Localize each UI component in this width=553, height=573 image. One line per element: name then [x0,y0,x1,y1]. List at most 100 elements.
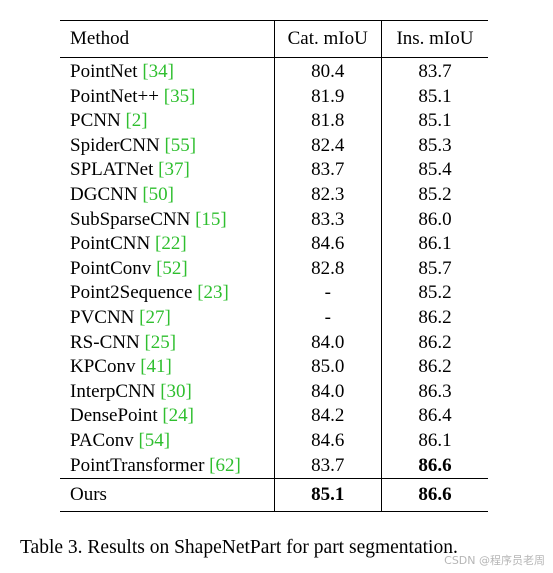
row-method: KPConv [41] [60,355,274,380]
row-method: PCNN [2] [60,109,274,134]
table-row: PCNN [2] 81.8 85.1 [60,109,488,134]
row-method: PointNet++ [35] [60,85,274,110]
method-name: InterpCNN [70,380,156,402]
table-row: PointCNN [22] 84.6 86.1 [60,232,488,257]
citation-link[interactable]: [24] [162,405,195,427]
row-ins-miou: 85.1 [380,109,488,134]
method-name: KPConv [70,356,136,378]
method-name: SubSparseCNN [70,208,191,230]
citation-link[interactable]: [35] [163,85,196,107]
row-cat-miou: 81.9 [273,84,382,110]
row-ins-miou: 86.2 [380,330,488,356]
row-method: SubSparseCNN [15] [60,208,274,233]
table-caption: Table 3. Results on ShapeNetPart for par… [20,537,458,558]
row-cat-miou: 84.6 [273,428,382,454]
method-name: PointTransformer [70,454,205,476]
citation-link[interactable]: [62] [209,454,241,476]
row-cat-miou: 83.7 [273,453,382,479]
table-row: DensePoint [24] 84.2 86.4 [60,404,488,429]
table-row: PVCNN [27] -86.2 [60,305,488,331]
method-name: PAConv [70,429,134,451]
table-row: SPLATNet [37] 83.7 85.4 [60,158,488,183]
table-row: SubSparseCNN [15] 83.3 86.0 [60,207,488,233]
citation-link[interactable]: [27] [139,306,171,328]
row-method: Point2Sequence [23] [60,281,274,306]
method-name: DGCNN [70,183,138,205]
row-cat-miou: 84.0 [273,379,382,405]
method-name: SPLATNet [70,159,154,181]
method-name: Point2Sequence [70,282,193,304]
ours-ins-miou: 86.6 [380,478,488,513]
method-name: PCNN [70,110,121,132]
ours-method: Ours [60,478,275,513]
table-header-row: Method Cat. mIoU Ins. mIoU [60,20,488,58]
row-ins-miou: 86.0 [380,207,488,233]
citation-link[interactable]: [30] [160,380,192,402]
row-ins-miou: 85.1 [380,84,488,110]
method-name: PointConv [70,257,152,279]
table-row: DGCNN [50] 82.3 85.2 [60,182,488,208]
row-ins-miou: 85.2 [380,281,488,306]
citation-link[interactable]: [50] [142,183,174,205]
watermark: CSDN @程序员老周 [444,554,545,567]
row-cat-miou: 81.8 [273,109,382,134]
row-method: PAConv [54] [60,429,274,454]
table-row: PointTransformer [62] 83.7 86.6 [60,453,488,479]
table-row: InterpCNN [30] 84.0 86.3 [60,379,488,405]
row-method: SpiderCNN [55] [60,134,274,159]
method-name: RS-CNN [70,331,140,353]
row-ins-miou: 86.2 [380,305,488,331]
table-row: KPConv [41] 85.0 86.2 [60,355,488,380]
citation-link[interactable]: [15] [195,208,227,230]
header-ins-miou: Ins. mIoU [380,20,488,58]
row-method: RS-CNN [25] [60,331,274,356]
table-row: Point2Sequence [23] -85.2 [60,281,488,306]
results-table: Method Cat. mIoU Ins. mIoU PointNet [34]… [60,20,488,513]
row-cat-miou: 85.0 [273,355,382,380]
citation-link[interactable]: [55] [164,134,197,156]
row-cat-miou: 83.3 [273,207,382,233]
row-cat-miou: 80.4 [273,56,382,85]
row-cat-miou: 82.3 [273,182,382,208]
row-method: PVCNN [27] [60,306,274,331]
row-method: PointCNN [22] [60,232,274,257]
method-name: PointCNN [70,233,151,255]
row-cat-miou: 83.7 [273,158,382,183]
citation-link[interactable]: [52] [156,257,188,279]
citation-link[interactable]: [25] [144,331,177,353]
table-row-ours: Ours 85.1 86.6 [60,478,488,513]
row-ins-miou: 85.4 [380,158,488,183]
citation-link[interactable]: [37] [158,159,190,181]
method-name: PointNet++ [70,85,159,107]
row-method: DensePoint [24] [60,404,274,429]
citation-link[interactable]: [34] [142,61,174,82]
row-cat-miou: 84.0 [273,330,382,356]
results-table-container: Method Cat. mIoU Ins. mIoU PointNet [34]… [60,20,488,513]
row-method: InterpCNN [30] [60,380,274,405]
row-ins-miou: 86.3 [380,379,488,405]
citation-link[interactable]: [22] [155,233,187,255]
header-method: Method [60,20,275,58]
row-cat-miou: 82.4 [273,133,382,159]
row-ins-miou: 86.6 [380,453,488,479]
ours-cat-miou: 85.1 [273,478,382,513]
citation-link[interactable]: [41] [140,356,172,378]
citation-link[interactable]: [54] [138,429,171,451]
citation-link[interactable]: [23] [197,282,229,304]
citation-link[interactable]: [2] [125,110,148,132]
table-ours-body: Ours 85.1 86.6 [60,478,488,513]
row-ins-miou: 86.4 [380,404,488,429]
row-method: SPLATNet [37] [60,158,274,183]
row-ins-miou: 86.1 [380,428,488,454]
row-ins-miou: 86.2 [380,355,488,380]
row-ins-miou: 85.3 [380,133,488,159]
row-method: DGCNN [50] [60,183,274,208]
table-body: PointNet [34] 80.4 83.7 PointNet++ [35] 81.9… [60,56,488,479]
table-row: PointNet [34] 80.4 83.7 [60,56,488,85]
table-row: PAConv [54] 84.6 86.1 [60,428,488,454]
row-method: PointNet [34] [60,56,275,85]
table-row: PointConv [52] 82.8 85.7 [60,256,488,282]
row-cat-miou: - [273,305,382,331]
row-ins-miou: 85.7 [380,256,488,282]
table-row: RS-CNN [25] 84.0 86.2 [60,330,488,356]
